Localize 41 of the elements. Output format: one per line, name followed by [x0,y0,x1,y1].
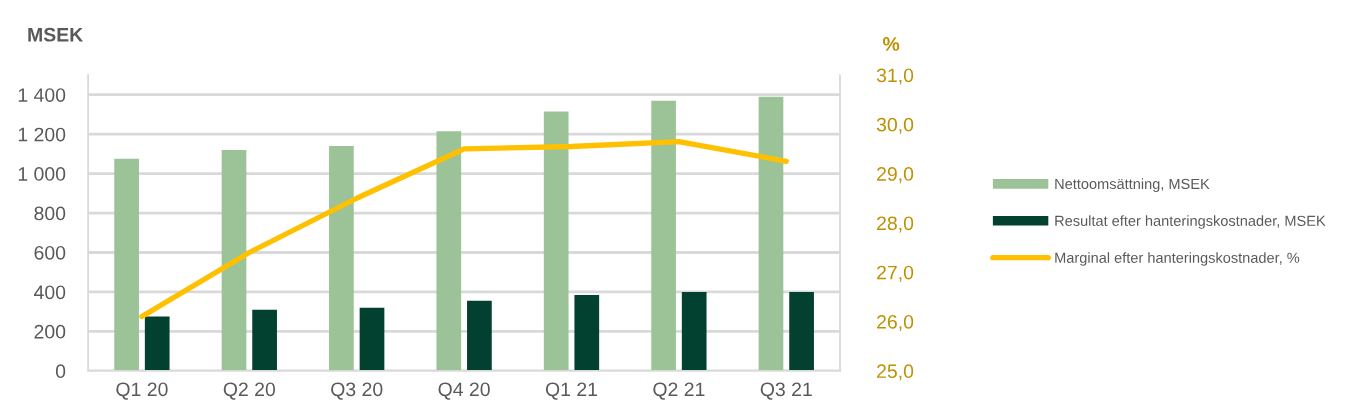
legend-label: Nettoomsättning, MSEK [1055,178,1210,192]
x-tick-label: Q4 20 [438,382,490,400]
bar [221,149,247,371]
bar [758,96,784,371]
bar [359,307,385,371]
y2-tick-label: 31,0 [876,68,914,85]
y2-tick-label: 30,0 [876,117,914,134]
x-tick-label: Q3 21 [760,382,812,400]
y2-tick-label: 25,0 [877,364,914,381]
bar [651,100,676,371]
y2-tick-label: 29,0 [877,167,914,184]
y-tick-label: 200 [34,324,66,339]
x-tick-label: Q2 20 [223,382,276,400]
y2-axis-title: % [882,37,900,51]
y-tick-label: 800 [34,206,66,221]
y-tick-label: 1 200 [18,127,66,142]
bar [574,294,600,371]
bar [543,111,569,371]
y-tick-label: 1 000 [18,167,66,181]
y2-tick-label: 28,0 [877,216,914,233]
x-tick-label: Q3 20 [331,382,383,400]
x-tick-label: Q1 20 [116,382,168,400]
bar [144,316,170,371]
y-axis-title: MSEK [28,27,84,42]
legend-label: Resultat efter hanteringskostnader, MSEK [1055,215,1326,229]
y-tick-label: 400 [33,285,66,300]
x-tick-label: Q2 21 [653,382,705,400]
y2-tick-label: 26,0 [877,314,914,332]
y2-tick-label: 27,0 [877,265,914,282]
bar [329,146,354,371]
bar [467,300,492,371]
y-tick-label: 1 400 [18,88,66,102]
bar [789,291,814,371]
x-tick-label: Q1 21 [545,382,598,400]
y-tick-label: 0 [55,364,66,379]
bar [114,158,139,371]
y-tick-label: 600 [34,245,66,260]
bar [252,309,277,371]
bar [681,291,707,371]
legend-label: Marginal efter hanteringskostnader, % [1055,252,1300,266]
bar [436,131,462,371]
